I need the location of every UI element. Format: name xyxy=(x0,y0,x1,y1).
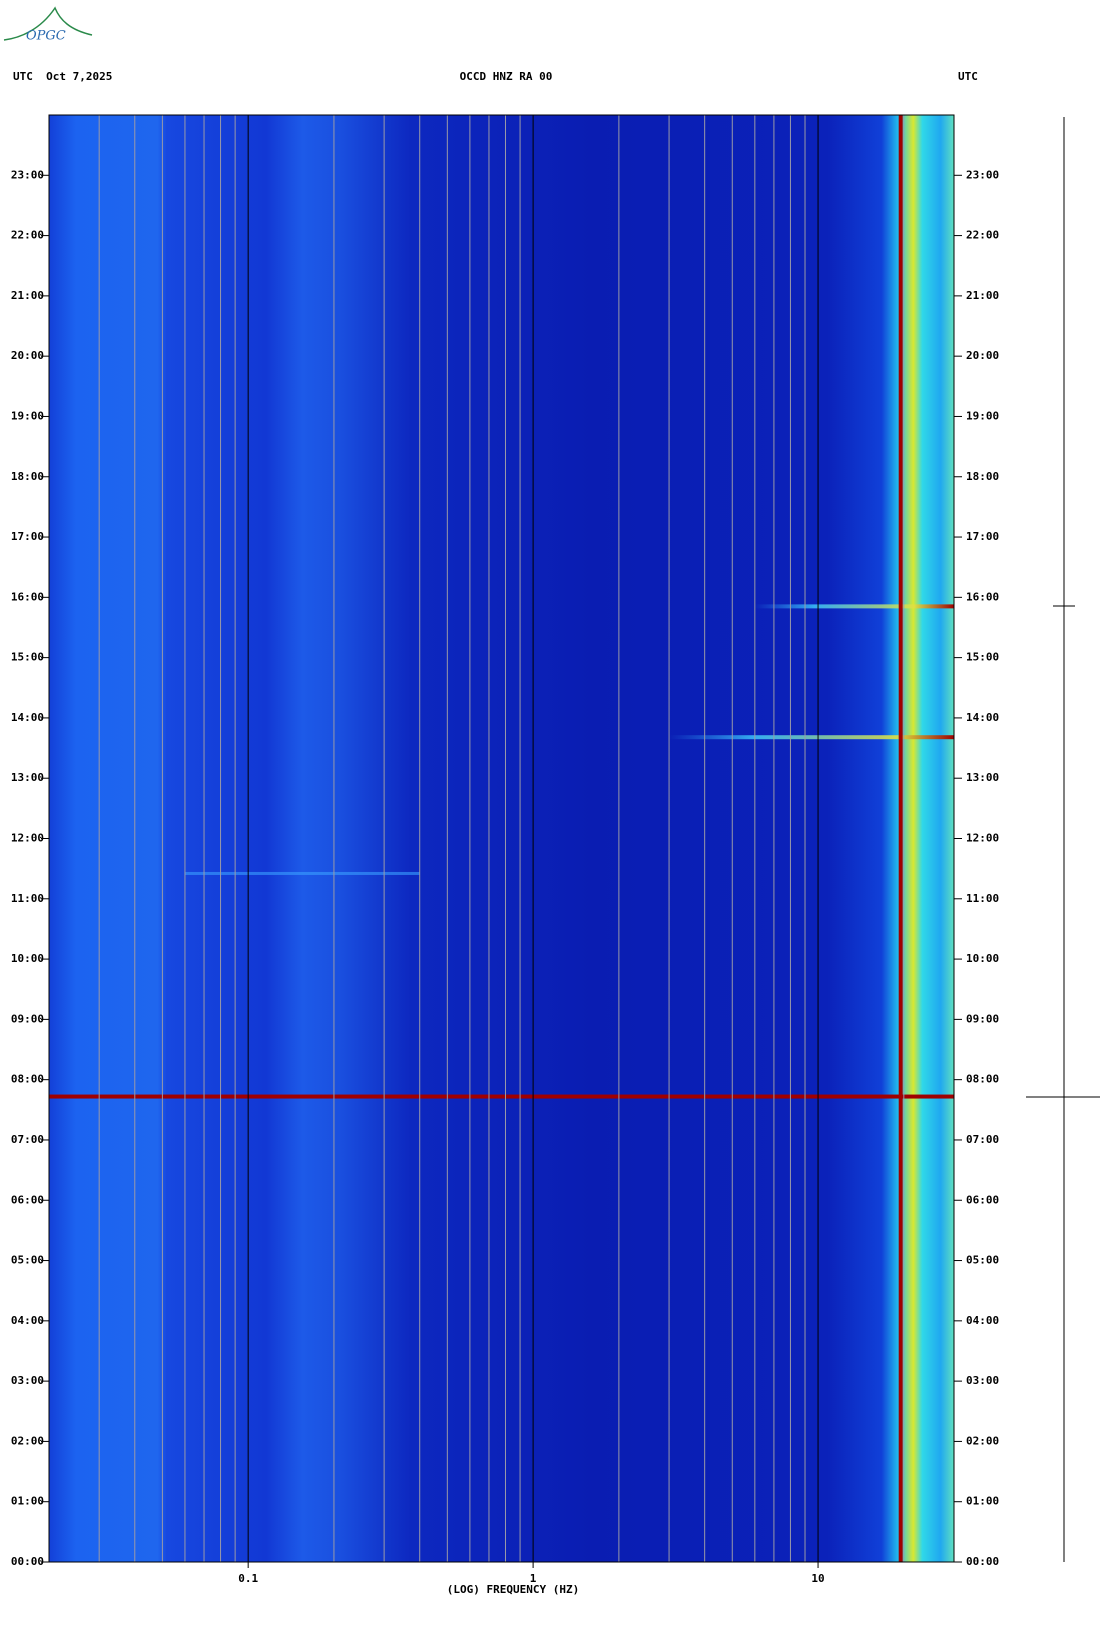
y-tick-label: 15:00 xyxy=(966,651,999,664)
y-tick-label: 02:00 xyxy=(966,1434,999,1447)
event-streak xyxy=(184,871,420,875)
event-streak xyxy=(669,735,954,740)
y-tick-label: 06:00 xyxy=(966,1193,999,1206)
y-tick-label: 08:00 xyxy=(966,1073,999,1086)
y-tick-label: 20:00 xyxy=(966,349,999,362)
y-tick-label: 01:00 xyxy=(966,1495,999,1508)
y-tick-label: 23:00 xyxy=(966,168,999,181)
logo: OPGC xyxy=(3,6,93,44)
y-tick-label: 12:00 xyxy=(966,832,999,845)
y-tick-label: 08:00 xyxy=(11,1073,44,1086)
logo-text: OPGC xyxy=(26,29,66,44)
y-tick-label: 07:00 xyxy=(966,1133,999,1146)
y-tick-label: 17:00 xyxy=(966,530,999,543)
header-right: UTC xyxy=(958,70,978,83)
event-streak xyxy=(754,604,954,609)
x-tick-label: 10 xyxy=(811,1572,824,1585)
red-line xyxy=(49,1094,954,1099)
y-tick-label: 04:00 xyxy=(966,1314,999,1327)
y-tick-label: 19:00 xyxy=(11,409,44,422)
y-tick-label: 16:00 xyxy=(966,590,999,603)
y-tick-label: 03:00 xyxy=(11,1374,44,1387)
y-tick-label: 15:00 xyxy=(11,651,44,664)
red-line xyxy=(898,115,903,1562)
y-tick-label: 07:00 xyxy=(11,1133,44,1146)
x-tick-label: 1 xyxy=(530,1572,537,1585)
y-tick-label: 22:00 xyxy=(11,229,44,242)
x-axis-label: (LOG) FREQUENCY (HZ) xyxy=(447,1583,579,1596)
y-tick-label: 13:00 xyxy=(966,771,999,784)
plot-area xyxy=(49,115,954,1562)
y-tick-label: 18:00 xyxy=(966,470,999,483)
y-tick-label: 06:00 xyxy=(11,1193,44,1206)
y-tick-label: 02:00 xyxy=(11,1434,44,1447)
spectrogram xyxy=(49,115,954,1562)
y-tick-label: 10:00 xyxy=(966,952,999,965)
y-tick-label: 04:00 xyxy=(11,1314,44,1327)
y-tick-label: 20:00 xyxy=(11,349,44,362)
header-left: UTC Oct 7,2025 xyxy=(13,70,112,83)
y-tick-label: 23:00 xyxy=(11,168,44,181)
y-tick-label: 11:00 xyxy=(966,892,999,905)
y-tick-label: 09:00 xyxy=(11,1012,44,1025)
y-tick-label: 14:00 xyxy=(966,711,999,724)
y-tick-label: 00:00 xyxy=(966,1555,999,1568)
y-tick-label: 13:00 xyxy=(11,771,44,784)
chart-title: OCCD HNZ RA 00 xyxy=(460,70,553,83)
y-tick-label: 14:00 xyxy=(11,711,44,724)
y-tick-label: 22:00 xyxy=(966,229,999,242)
y-tick-label: 05:00 xyxy=(11,1254,44,1267)
y-tick-label: 01:00 xyxy=(11,1495,44,1508)
y-tick-label: 11:00 xyxy=(11,892,44,905)
y-tick-label: 00:00 xyxy=(11,1555,44,1568)
y-tick-label: 21:00 xyxy=(11,289,44,302)
y-tick-label: 17:00 xyxy=(11,530,44,543)
x-tick-label: 0.1 xyxy=(238,1572,258,1585)
y-tick-label: 21:00 xyxy=(966,289,999,302)
y-tick-label: 03:00 xyxy=(966,1374,999,1387)
y-tick-label: 18:00 xyxy=(11,470,44,483)
y-tick-label: 09:00 xyxy=(966,1012,999,1025)
y-tick-label: 12:00 xyxy=(11,832,44,845)
y-tick-label: 05:00 xyxy=(966,1254,999,1267)
plot-frame xyxy=(48,114,955,1563)
y-tick-label: 19:00 xyxy=(966,409,999,422)
y-tick-label: 10:00 xyxy=(11,952,44,965)
y-tick-label: 16:00 xyxy=(11,590,44,603)
